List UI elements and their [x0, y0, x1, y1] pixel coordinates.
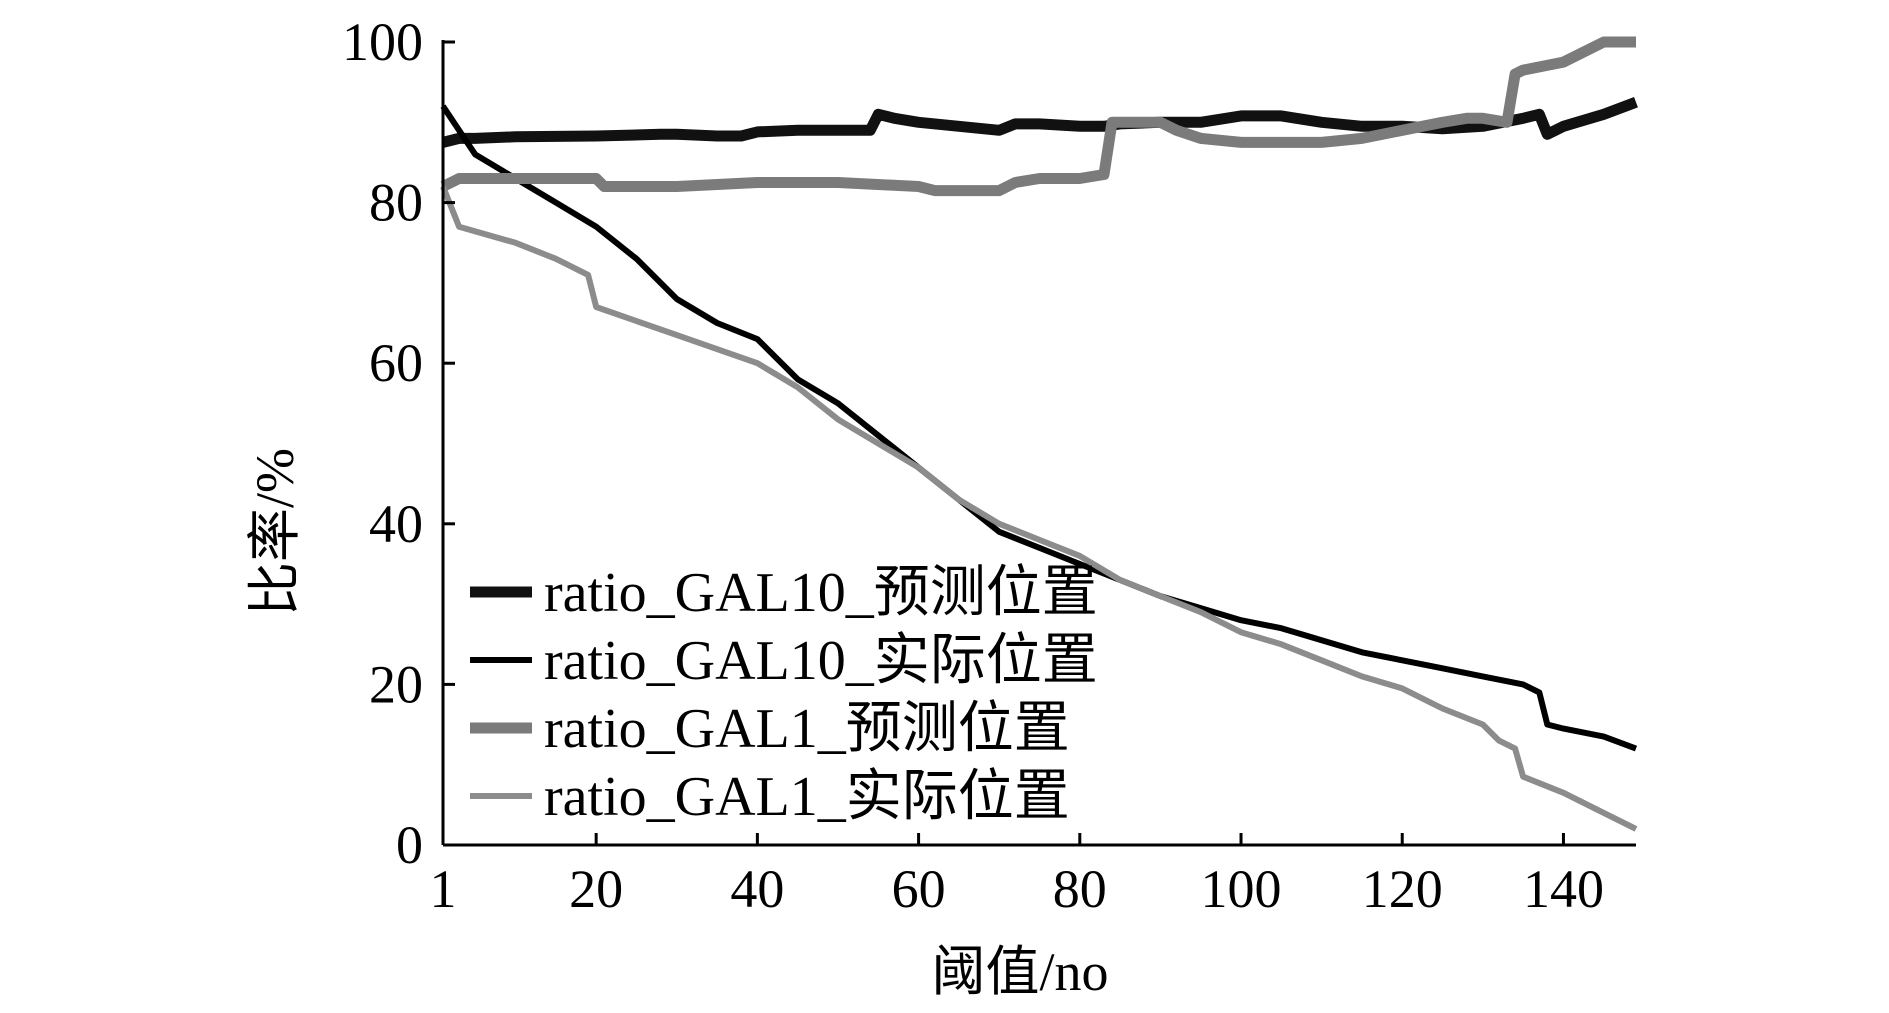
- x-tick-label: 1: [430, 859, 457, 919]
- y-tick-label: 100: [342, 12, 423, 72]
- y-axis-title: 比率/%: [245, 448, 305, 616]
- x-tick-label: 100: [1201, 859, 1282, 919]
- legend: ratio_GAL10_预测位置ratio_GAL10_实际位置ratio_GA…: [470, 562, 1098, 828]
- series-line-3: [440, 36, 1636, 197]
- x-tick-label: 140: [1523, 859, 1604, 919]
- x-tick-label: 60: [892, 859, 946, 919]
- legend-label-4: ratio_GAL1_实际位置: [544, 766, 1070, 828]
- y-tick-label: 60: [369, 333, 423, 393]
- legend-label-1: ratio_GAL10_预测位置: [544, 562, 1098, 624]
- series-line-1: [441, 97, 1638, 148]
- legend-label-2: ratio_GAL10_实际位置: [544, 630, 1098, 692]
- x-tick-label: 40: [730, 859, 784, 919]
- x-tick-label: 80: [1053, 859, 1107, 919]
- x-axis-title: 阈值/no: [931, 942, 1108, 1002]
- series-line-4: [440, 185, 1638, 832]
- plot-area: [440, 36, 1638, 832]
- legend-label-3: ratio_GAL1_预测位置: [544, 698, 1070, 760]
- y-tick-label: 0: [396, 815, 423, 875]
- x-tick-label: 20: [569, 859, 623, 919]
- y-tick-label: 80: [369, 173, 423, 233]
- x-tick-label: 120: [1362, 859, 1443, 919]
- y-tick-label: 20: [369, 654, 423, 714]
- y-tick-label: 40: [369, 494, 423, 554]
- series-line-2: [440, 104, 1638, 752]
